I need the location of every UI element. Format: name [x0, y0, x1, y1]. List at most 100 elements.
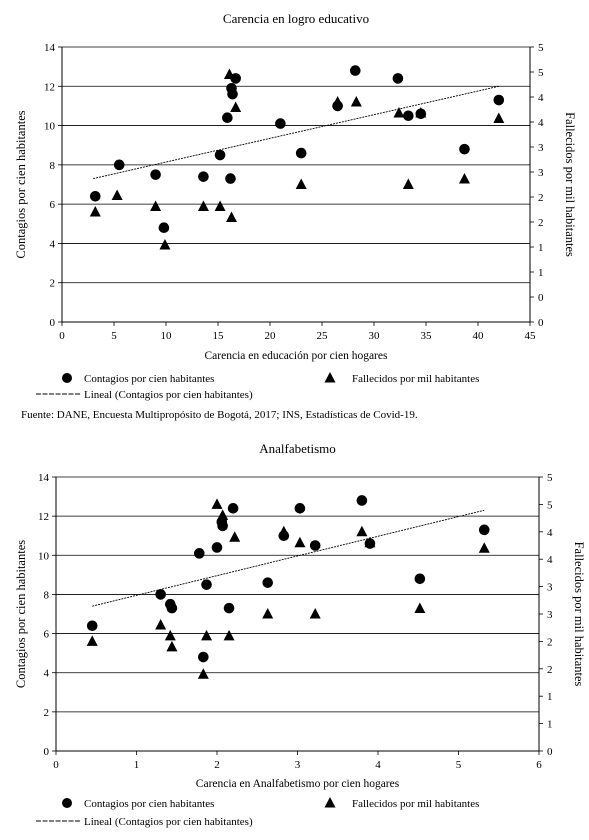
y2-tick-label: 3: [547, 609, 553, 621]
y-tick-label: 10: [38, 550, 50, 562]
fallecidos-point: [493, 112, 505, 123]
y2-tick-label: 4: [547, 527, 553, 539]
contagios-point: [403, 110, 414, 122]
fallecidos-point: [197, 200, 209, 211]
y2-tick-label: 4: [547, 554, 553, 566]
fallecidos-point: [155, 618, 167, 630]
contagios-point: [201, 579, 212, 590]
fallecidos-point: [226, 211, 238, 222]
contagios-point: [198, 651, 209, 663]
contagios-point: [349, 65, 361, 76]
x-tick-label: 40: [473, 330, 485, 342]
fallecidos-point: [229, 531, 241, 542]
legend-contagios-marker: [62, 798, 72, 808]
legend-contagios-marker: [62, 373, 72, 383]
y2-tick-label: 1: [547, 691, 553, 703]
contagios-point: [198, 171, 209, 182]
legend-contagios-label: Contagios por cien habitantes: [84, 373, 214, 385]
y2-tick-label: 1: [538, 267, 544, 279]
y-tick-label: 14: [38, 472, 50, 484]
contagios-point: [223, 602, 235, 614]
chart-carencia-logro-educativo: Carencia en logro educativo0246810121400…: [14, 11, 577, 401]
fallecidos-point: [415, 107, 427, 118]
y2-tick-label: 2: [538, 217, 544, 229]
y-tick-label: 2: [44, 707, 50, 719]
contagios-point: [493, 94, 505, 106]
contagios-point: [155, 589, 166, 600]
contagios-point: [86, 620, 98, 632]
legend-lineal-label: Lineal (Contagios por cien habitantes): [84, 816, 253, 828]
x-tick-label: 0: [59, 330, 65, 342]
y2-tick-label: 5: [547, 472, 553, 484]
y-tick-label: 14: [44, 42, 56, 54]
y2-tick-label: 0: [538, 317, 544, 329]
fallecidos-point: [414, 602, 426, 614]
contagios-point: [309, 540, 321, 551]
fallecidos-point: [197, 668, 209, 679]
contagios-point: [294, 503, 306, 514]
chart-title: Analfabetismo: [259, 441, 336, 456]
contagios-point: [392, 73, 404, 84]
x-tick-label: 20: [265, 330, 277, 342]
contagios-point: [217, 520, 228, 532]
fallecidos-point: [166, 640, 178, 652]
fallecidos-point: [332, 96, 344, 107]
x-tick-label: 15: [213, 330, 225, 342]
y-tick-label: 6: [44, 629, 50, 641]
x-tick-label: 4: [375, 759, 381, 771]
y2-tick-label: 2: [547, 664, 553, 676]
y-tick-label: 0: [44, 746, 50, 758]
contagios-point: [89, 190, 101, 202]
fallecidos-point: [294, 536, 306, 548]
fallecidos-point: [230, 101, 242, 112]
y2-tick-label: 4: [538, 117, 544, 129]
contagios-point: [211, 542, 223, 553]
fallecidos-point: [393, 107, 405, 118]
y2-tick-label: 5: [547, 499, 553, 511]
fallecidos-point: [223, 68, 235, 79]
contagios-point: [414, 573, 426, 585]
fallecidos-point: [356, 525, 368, 537]
y-axis-label: Contagios por cien habitantes: [14, 110, 28, 258]
legend-contagios-label: Contagios por cien habitantes: [84, 798, 214, 810]
contagios-point: [222, 112, 233, 124]
y2-tick-label: 2: [538, 192, 544, 204]
trendline: [92, 509, 485, 607]
fallecidos-point: [214, 200, 226, 211]
contagios-point: [193, 548, 205, 559]
x-tick-label: 2: [214, 759, 220, 771]
x-tick-label: 35: [421, 330, 433, 342]
x-tick-label: 10: [161, 330, 173, 342]
contagios-point: [478, 524, 490, 536]
y2-tick-label: 2: [547, 636, 553, 648]
chart-title: Carencia en logro educativo: [223, 11, 369, 26]
trendline: [93, 85, 499, 180]
x-tick-label: 1: [134, 759, 140, 771]
contagios-point: [227, 503, 239, 514]
fallecidos-point: [217, 509, 229, 520]
contagios-point: [150, 169, 161, 180]
x-tick-label: 5: [111, 330, 117, 342]
fallecidos-point: [364, 536, 376, 548]
fallecidos-point: [262, 608, 274, 619]
fallecidos-point: [150, 200, 162, 211]
fallecidos-point: [478, 542, 490, 553]
y2-tick-label: 0: [547, 746, 553, 758]
y-tick-label: 12: [44, 81, 55, 93]
legend-fallecidos-marker: [324, 797, 336, 808]
contagios-point: [227, 88, 238, 100]
source-note: Fuente: DANE, Encuesta Multipropósito de…: [21, 409, 418, 421]
x-tick-label: 5: [456, 759, 462, 771]
fallecidos-point: [86, 635, 98, 646]
contagios-point: [356, 495, 368, 506]
x-tick-label: 25: [317, 330, 329, 342]
y2-axis-label: Fallecidos por mil habitantes: [563, 112, 577, 257]
contagios-point: [158, 222, 170, 234]
y2-tick-label: 3: [538, 167, 544, 179]
y-tick-label: 8: [44, 589, 50, 601]
y-tick-label: 8: [50, 160, 56, 172]
x-axis-label: Carencia en educación por cien hogares: [205, 350, 388, 362]
fallecidos-point: [309, 608, 321, 619]
